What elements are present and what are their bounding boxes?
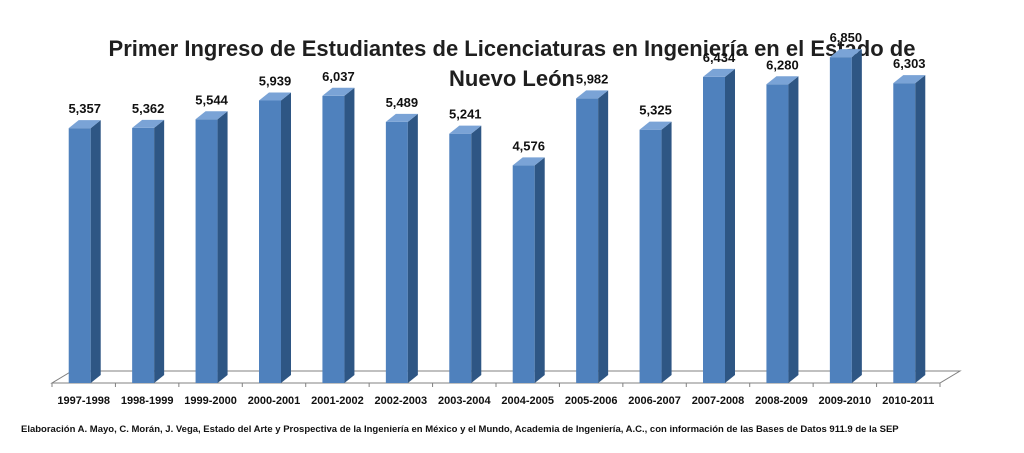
bar-top [449, 125, 482, 134]
bar-top [132, 119, 165, 128]
x-tick-label: 2000-2001 [248, 395, 301, 407]
bar-top [512, 157, 545, 166]
x-tick-label: 2003-2004 [438, 395, 491, 407]
bar-side [90, 120, 101, 384]
x-tick-label: 1998-1999 [121, 395, 174, 407]
bar-side [915, 75, 926, 383]
x-tick-label: 2009-2010 [819, 395, 872, 407]
bar [703, 76, 725, 384]
bar-top [639, 121, 672, 130]
bar-side [407, 113, 418, 383]
bar [576, 98, 599, 384]
bar [259, 100, 281, 383]
data-label: 5,982 [576, 71, 609, 86]
bar [322, 95, 345, 384]
bar [893, 83, 916, 383]
data-label: 5,939 [259, 73, 292, 88]
chart-floor [50, 370, 962, 384]
bar-side [725, 68, 735, 384]
bar-top [68, 120, 101, 129]
bar [385, 121, 408, 383]
bar [639, 129, 662, 383]
data-label: 5,362 [132, 101, 165, 116]
data-label: 5,325 [639, 103, 672, 118]
chart-title-line-1: Primer Ingreso de Estudiantes de Licenci… [108, 36, 916, 61]
x-tick-label: 2007-2008 [692, 395, 745, 407]
x-tick-label: 2006-2007 [628, 395, 681, 407]
bar-side [281, 92, 291, 383]
bar-side [661, 121, 672, 384]
x-tick-label: 2004-2005 [501, 395, 554, 407]
bar-top [829, 49, 862, 58]
data-label: 6,037 [322, 69, 355, 84]
data-label: 6,303 [893, 56, 926, 71]
data-label: 6,434 [703, 50, 736, 65]
bar-top [703, 68, 735, 77]
bar [68, 128, 91, 383]
bar-top [576, 90, 609, 99]
bar-top [259, 92, 291, 101]
bar-side [344, 87, 355, 384]
bar-side [217, 111, 228, 383]
x-tick-label: 1999-2000 [184, 395, 237, 407]
x-tick-label: 1997-1998 [57, 395, 110, 407]
bar [766, 84, 789, 383]
x-tick-label: 2002-2003 [375, 395, 428, 407]
data-label: 6,850 [830, 30, 863, 45]
bar-top [322, 87, 355, 96]
bar [512, 165, 535, 383]
x-tick-label: 2005-2006 [565, 395, 618, 407]
data-label: 5,241 [449, 107, 482, 122]
bar-side [154, 119, 165, 383]
bar-top [385, 113, 418, 122]
bar-top [195, 111, 228, 120]
bar-side [598, 90, 609, 384]
data-label: 5,489 [386, 95, 419, 110]
bar [449, 133, 472, 383]
x-tick-label: 2001-2002 [311, 395, 364, 407]
bar-top [893, 75, 926, 84]
x-tick-label: 2008-2009 [755, 395, 808, 407]
bar-side [851, 49, 862, 384]
bar-side [534, 157, 545, 383]
chart-title-line-2: Nuevo León [449, 66, 575, 91]
x-tick-label: 2010-2011 [882, 395, 934, 407]
bar-side [788, 76, 799, 383]
data-label: 4,576 [512, 138, 545, 153]
bar [829, 57, 852, 384]
bar [195, 119, 218, 383]
data-label: 5,544 [195, 92, 228, 107]
bar-top [766, 76, 799, 85]
data-label: 6,280 [766, 57, 799, 72]
bar-side [471, 125, 482, 383]
data-label: 5,357 [68, 101, 101, 116]
source-note: Elaboración A. Mayo, C. Morán, J. Vega, … [21, 424, 899, 435]
bar [132, 127, 155, 383]
chart-title: Primer Ingreso de Estudiantes de Licenci… [0, 34, 1024, 94]
